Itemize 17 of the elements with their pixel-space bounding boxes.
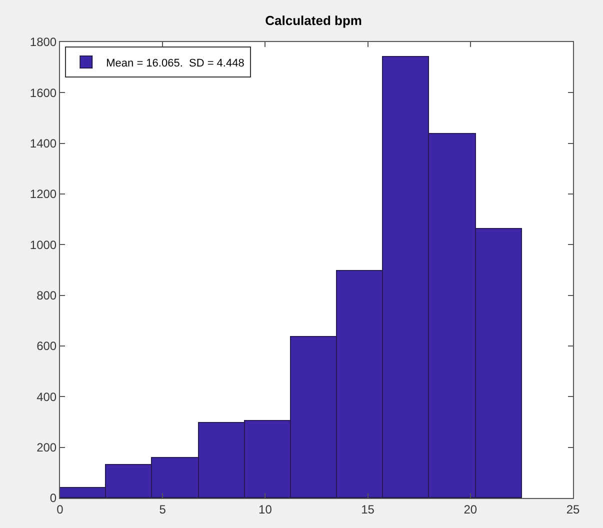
x-tick-label: 10 [258,502,272,516]
x-tick-label: 25 [566,502,580,516]
y-tick-label: 1200 [30,187,57,202]
x-tick-label: 5 [159,502,166,516]
y-tick-label: 800 [36,288,57,303]
y-tick-label: 0 [50,491,57,506]
legend-label: Mean = 16.065. SD = 4.448 [106,57,244,70]
y-tick-label: 200 [36,440,57,455]
y-tick-label: 1600 [30,86,57,100]
y-tick-label: 600 [36,339,57,354]
chart-title: Calculated bpm [265,12,362,28]
y-tick-label: 400 [36,390,57,404]
y-tick-label: 1000 [30,238,57,252]
x-tick-label: 20 [464,502,478,516]
x-tick-label: 15 [361,502,375,516]
y-tick-label: 1400 [30,136,57,151]
y-tick-label: 1800 [30,35,57,50]
